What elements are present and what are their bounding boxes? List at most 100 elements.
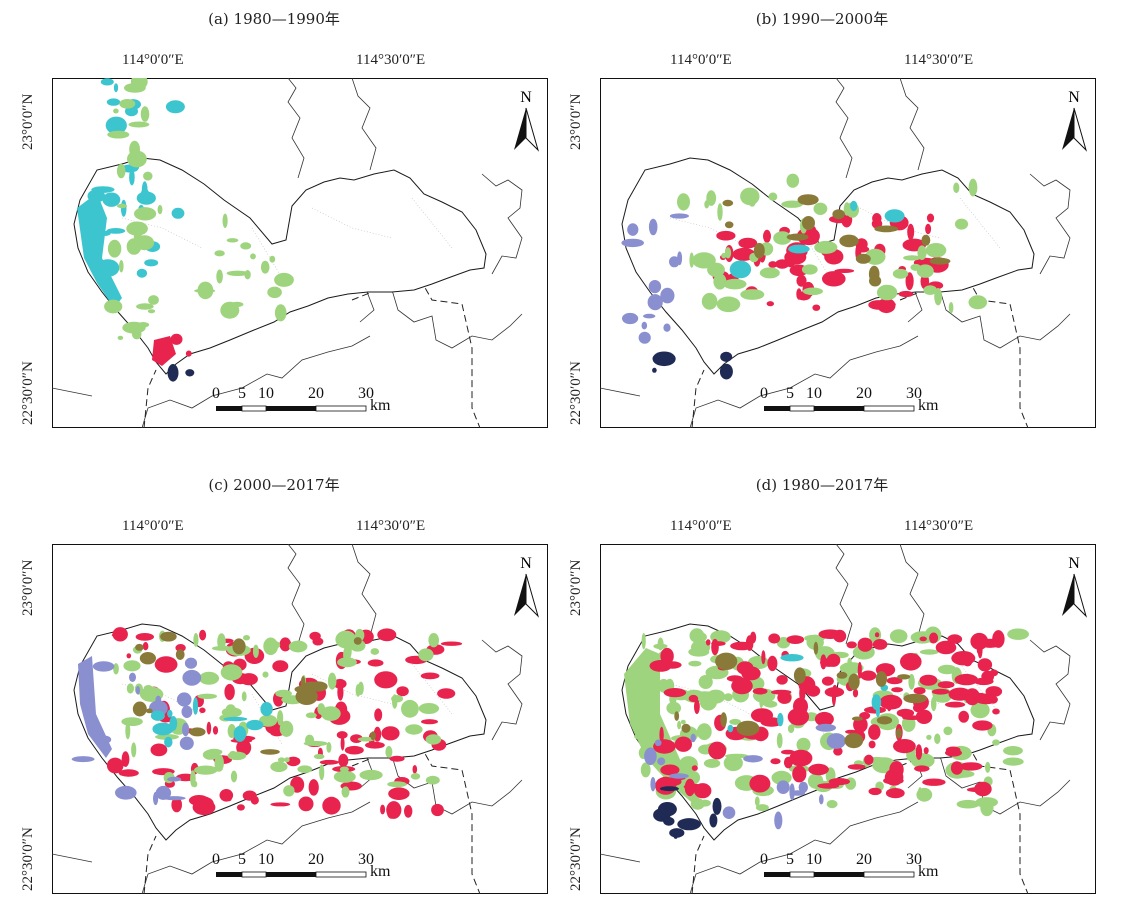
patch-red xyxy=(889,761,904,779)
patch-red xyxy=(767,655,778,672)
patch-red xyxy=(730,641,754,651)
patch-lavender xyxy=(798,781,808,793)
patch-lavender xyxy=(826,733,846,749)
patch-red xyxy=(381,726,400,741)
patch-green xyxy=(1002,757,1024,766)
patch-green xyxy=(260,260,270,274)
patch-green xyxy=(992,739,1000,746)
scale-seg xyxy=(241,871,267,878)
patch-green xyxy=(337,657,357,668)
scale-tick-label: 20 xyxy=(308,385,324,402)
patch-red xyxy=(947,634,963,644)
patch-green xyxy=(125,722,131,740)
patch-green xyxy=(889,629,908,644)
map-border xyxy=(52,544,548,894)
change-patches xyxy=(624,626,1029,839)
patch-green xyxy=(804,634,825,642)
patch-lavender xyxy=(774,811,783,830)
scale-tick-label: 30 xyxy=(906,851,922,868)
patch-green xyxy=(843,202,851,216)
patch-cyan xyxy=(144,259,159,267)
patch-lavender xyxy=(182,669,202,686)
patch-cyan xyxy=(150,710,165,721)
patch-red xyxy=(365,741,385,749)
north-arrow-icon: N xyxy=(1062,89,1088,152)
patch-green xyxy=(796,737,811,752)
patch-cyan xyxy=(87,189,106,203)
patch-green xyxy=(910,263,921,271)
patch-green xyxy=(116,163,126,179)
patch-red xyxy=(833,747,843,756)
patch-red xyxy=(708,741,727,760)
patch-green xyxy=(696,723,712,741)
patch-green xyxy=(725,753,749,759)
scale-unit: km xyxy=(370,397,391,414)
patch-red xyxy=(333,678,347,689)
patch-red xyxy=(185,350,192,357)
patch-green xyxy=(826,800,838,809)
patch-green xyxy=(876,284,898,301)
patch-red xyxy=(135,633,154,641)
patch-green xyxy=(677,193,690,211)
scale-tick-label: 0 xyxy=(212,385,220,402)
patch-cyan xyxy=(223,716,248,722)
patch-green xyxy=(405,724,423,735)
patch-red xyxy=(236,804,245,811)
patch-cyan xyxy=(136,268,148,278)
scale-tick-label: 10 xyxy=(806,385,822,402)
patch-green xyxy=(723,278,747,290)
patch-olive xyxy=(793,667,806,684)
patch-red xyxy=(768,633,781,644)
patch-green xyxy=(410,773,421,780)
change-patches xyxy=(621,173,988,380)
patch-lavender xyxy=(743,755,763,763)
patch-olive xyxy=(836,671,848,679)
patch-cyan xyxy=(850,200,858,212)
patch-green xyxy=(690,798,705,810)
patch-red xyxy=(322,796,341,815)
patch-red xyxy=(386,801,402,819)
patch-lavender xyxy=(660,287,675,304)
patch-green xyxy=(269,255,276,263)
patch-red xyxy=(694,699,700,715)
patch-green xyxy=(723,754,743,772)
patch-red xyxy=(337,684,344,701)
patch-navy xyxy=(185,369,195,377)
lon-label-114-0: 114°0′0″E xyxy=(122,52,184,68)
patch-red xyxy=(929,632,939,644)
patch-red xyxy=(763,229,771,243)
patch-red xyxy=(847,764,866,770)
patch-red xyxy=(199,707,206,714)
coastline xyxy=(600,739,1071,894)
patch-red xyxy=(919,636,927,642)
patch-red xyxy=(437,688,456,699)
patch-red xyxy=(852,688,859,698)
patch-green xyxy=(713,273,727,290)
north-arrow-icon: N xyxy=(514,89,540,152)
patch-green xyxy=(418,648,434,662)
patch-green xyxy=(116,203,128,209)
patch-lavender xyxy=(648,280,662,294)
patch-green xyxy=(283,785,295,797)
patch-green xyxy=(771,770,792,785)
patch-green xyxy=(226,238,239,243)
patch-lavender xyxy=(622,312,639,325)
patch-olive xyxy=(786,233,809,241)
patch-olive xyxy=(175,649,185,660)
patch-cyan xyxy=(165,100,185,114)
province-boundary xyxy=(287,78,523,275)
patch-green xyxy=(666,701,681,715)
scale-tick-label: 5 xyxy=(238,385,246,402)
patch-green xyxy=(916,264,934,278)
panel-title: (b) 1990—2000年 xyxy=(755,10,889,28)
patch-green xyxy=(123,660,141,672)
patch-green xyxy=(119,260,124,273)
patch-lavender xyxy=(115,785,137,800)
scale-tick-label: 5 xyxy=(786,851,794,868)
patch-green xyxy=(930,696,937,712)
patch-green xyxy=(262,671,269,678)
patch-lavender xyxy=(638,331,651,344)
patch-red xyxy=(950,690,974,695)
patch-lavender xyxy=(669,213,689,219)
patch-green xyxy=(768,192,778,201)
